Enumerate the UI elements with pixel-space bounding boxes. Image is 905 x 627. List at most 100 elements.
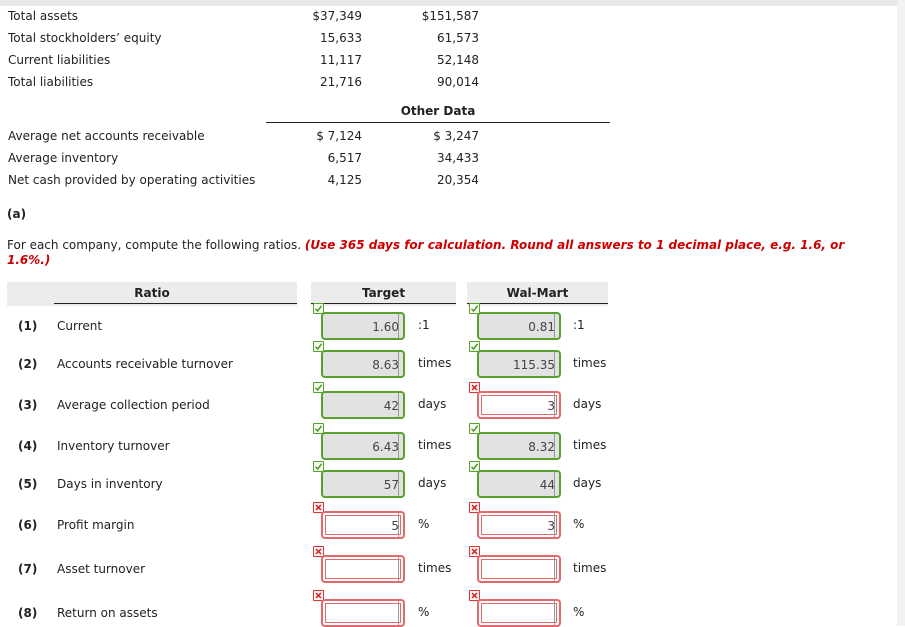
ratio-name: Accounts receivable turnover	[57, 357, 233, 371]
x-mark-icon	[313, 502, 324, 513]
target-answer-input[interactable]	[321, 555, 405, 583]
target-value: $ 7,124	[316, 129, 362, 143]
ratio-name: Inventory turnover	[57, 439, 170, 453]
check-mark-icon	[469, 423, 480, 434]
walmart-value: 34,433	[437, 151, 479, 165]
input-divider	[554, 352, 559, 376]
target-answer-input[interactable]: 6.43	[321, 432, 405, 460]
walmart-answer-input[interactable]: 44	[477, 470, 561, 498]
target-answer-input[interactable]: 5	[321, 511, 405, 539]
x-mark-icon	[313, 590, 324, 601]
ratio-name: Current	[57, 319, 103, 333]
instruction-text: For each company, compute the following …	[7, 238, 305, 252]
walmart-unit-label: times	[573, 356, 607, 370]
walmart-column-header: Wal-Mart	[467, 282, 608, 306]
fin-label: Net cash provided by operating activitie…	[8, 173, 256, 187]
walmart-header-label: Wal-Mart	[506, 286, 569, 300]
x-mark-icon	[469, 502, 480, 513]
input-divider	[554, 513, 559, 537]
fin-row-total-liabilities: Total liabilities 21,716 90,014	[0, 72, 600, 94]
walmart-value: $ 3,247	[433, 129, 479, 143]
answer-value: 3	[547, 519, 555, 533]
scroll-edge	[897, 0, 905, 626]
walmart-answer-input[interactable]: 0.81	[477, 312, 561, 340]
fin-label: Total liabilities	[8, 75, 94, 89]
input-divider	[398, 393, 403, 417]
check-mark-icon	[469, 461, 480, 472]
input-divider	[398, 557, 403, 581]
input-divider	[554, 557, 559, 581]
instructions: For each company, compute the following …	[7, 238, 867, 268]
fin-label: Current liabilities	[8, 53, 111, 67]
target-unit-label: %	[418, 517, 430, 531]
fin-label: Average net accounts receivable	[8, 129, 205, 143]
walmart-answer-input[interactable]	[477, 599, 561, 627]
target-unit-label: times	[418, 356, 452, 370]
walmart-unit-label: %	[573, 517, 585, 531]
target-answer-input[interactable]: 57	[321, 470, 405, 498]
answer-value: 42	[383, 399, 399, 413]
top-strip	[0, 0, 905, 6]
check-mark-icon	[313, 423, 324, 434]
target-answer-input[interactable]: 42	[321, 391, 405, 419]
answer-value: 57	[383, 478, 399, 492]
check-mark-icon	[313, 303, 324, 314]
ratio-number: (4)	[18, 439, 38, 453]
input-divider	[554, 314, 559, 338]
ratio-number: (1)	[18, 319, 38, 333]
check-mark-icon	[469, 303, 480, 314]
fin-label: Average inventory	[8, 151, 119, 165]
target-header-label: Target	[361, 286, 406, 300]
fin-row-stockholders-equity: Total stockholders’ equity 15,633 61,573	[0, 28, 600, 50]
ratio-number: (3)	[18, 398, 38, 412]
input-divider	[398, 352, 403, 376]
target-value: 6,517	[327, 151, 362, 165]
x-mark-icon	[469, 590, 480, 601]
target-value: 21,716	[320, 75, 362, 89]
input-divider	[554, 434, 559, 458]
x-mark-icon	[469, 382, 480, 393]
header-rule	[311, 303, 456, 304]
ratio-name: Average collection period	[57, 398, 210, 412]
ratio-number: (5)	[18, 477, 38, 491]
ratio-column-header: Ratio	[7, 282, 297, 306]
other-row-accounts-receivable: Average net accounts receivable $ 7,124 …	[0, 126, 600, 148]
walmart-answer-input[interactable]: 115.35	[477, 350, 561, 378]
target-unit-label: times	[418, 438, 452, 452]
other-data-heading: Other Data	[266, 100, 610, 123]
walmart-unit-label: %	[573, 605, 585, 619]
target-value: 15,633	[320, 31, 362, 45]
ratio-header-label: Ratio	[134, 286, 170, 300]
walmart-answer-input[interactable]: 3	[477, 391, 561, 419]
walmart-unit-label: times	[573, 438, 607, 452]
walmart-unit-label: :1	[573, 318, 585, 332]
input-divider	[554, 601, 559, 625]
answer-value: 0.81	[528, 320, 555, 334]
input-divider	[398, 472, 403, 496]
ratio-number: (2)	[18, 357, 38, 371]
target-unit-label: days	[418, 476, 447, 490]
other-row-net-cash: Net cash provided by operating activitie…	[0, 170, 600, 192]
walmart-value: 52,148	[437, 53, 479, 67]
walmart-value: 20,354	[437, 173, 479, 187]
ratio-number: (6)	[18, 518, 38, 532]
answer-value: 1.60	[372, 320, 399, 334]
ratio-name: Return on assets	[57, 606, 158, 620]
header-rule	[54, 303, 297, 304]
input-divider	[398, 513, 403, 537]
walmart-answer-input[interactable]: 3	[477, 511, 561, 539]
target-answer-input[interactable]: 1.60	[321, 312, 405, 340]
target-answer-input[interactable]	[321, 599, 405, 627]
input-divider	[398, 314, 403, 338]
walmart-answer-input[interactable]: 8.32	[477, 432, 561, 460]
header-rule	[467, 303, 608, 304]
walmart-value: 90,014	[437, 75, 479, 89]
fin-label: Total assets	[8, 9, 79, 23]
target-column-header: Target	[311, 282, 456, 306]
x-mark-icon	[313, 546, 324, 557]
walmart-answer-input[interactable]	[477, 555, 561, 583]
target-answer-input[interactable]: 8.63	[321, 350, 405, 378]
ratio-name: Asset turnover	[57, 562, 146, 576]
fin-row-current-liabilities: Current liabilities 11,117 52,148	[0, 50, 600, 72]
x-mark-icon	[469, 546, 480, 557]
